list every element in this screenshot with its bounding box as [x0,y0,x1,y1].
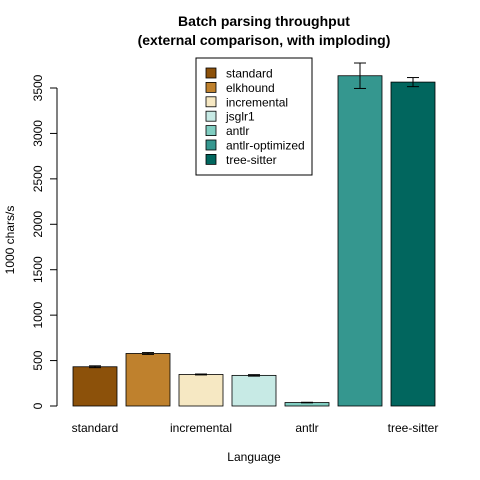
bar-elkhound [125,353,171,407]
bars-group [72,75,436,407]
y-tick-label: 3500 [31,74,45,101]
bar-incremental [178,374,224,407]
bar-jsglr1 [231,374,277,407]
legend-swatch-tree-sitter [205,153,217,165]
legend-label: jsglr1 [225,110,255,124]
legend: standardelkhoundincrementaljsglr1antlran… [195,57,313,176]
y-tick-label: 0 [31,402,45,409]
y-tick-label: 2500 [31,165,45,192]
bar-standard [72,366,118,407]
legend-swatch-antlr-optimized [205,139,217,151]
legend-label: tree-sitter [226,153,277,167]
y-tick-label: 1000 [31,301,45,328]
x-tick-labels: standard incremental antlr tree-sitter [72,421,439,435]
chart-title-line-1: Batch parsing throughput [178,13,350,29]
x-tick-label: standard [72,421,119,435]
bar-antlr-optimized [337,75,383,407]
y-axis-label: 1000 chars/s [3,206,17,275]
legend-label: incremental [226,95,288,109]
x-axis-label: Language [227,450,281,464]
legend-swatch-elkhound [205,82,217,93]
x-tick-label: tree-sitter [388,421,439,435]
legend-swatch-incremental [205,96,217,108]
x-tick-label: antlr [295,421,318,435]
legend-swatch-antlr [205,125,217,136]
y-axis: 0 500 1000 1500 2000 2500 3000 3500 [31,74,58,409]
legend-label: elkhound [226,81,275,95]
y-tick-label: 3000 [31,120,45,147]
legend-label: antlr [226,124,249,138]
legend-label: antlr-optimized [226,139,305,153]
y-tick-label: 1500 [31,256,45,283]
chart-title-line-2: (external comparison, with imploding) [138,32,391,48]
bar-tree-sitter [390,81,436,407]
y-tick-label: 500 [31,350,45,370]
error-bars-group [89,62,419,404]
legend-swatch-jsglr1 [205,110,217,122]
y-tick-label: 2000 [31,211,45,238]
legend-label: standard [226,67,273,81]
legend-swatch-standard [205,67,217,79]
x-tick-label: incremental [170,421,232,435]
